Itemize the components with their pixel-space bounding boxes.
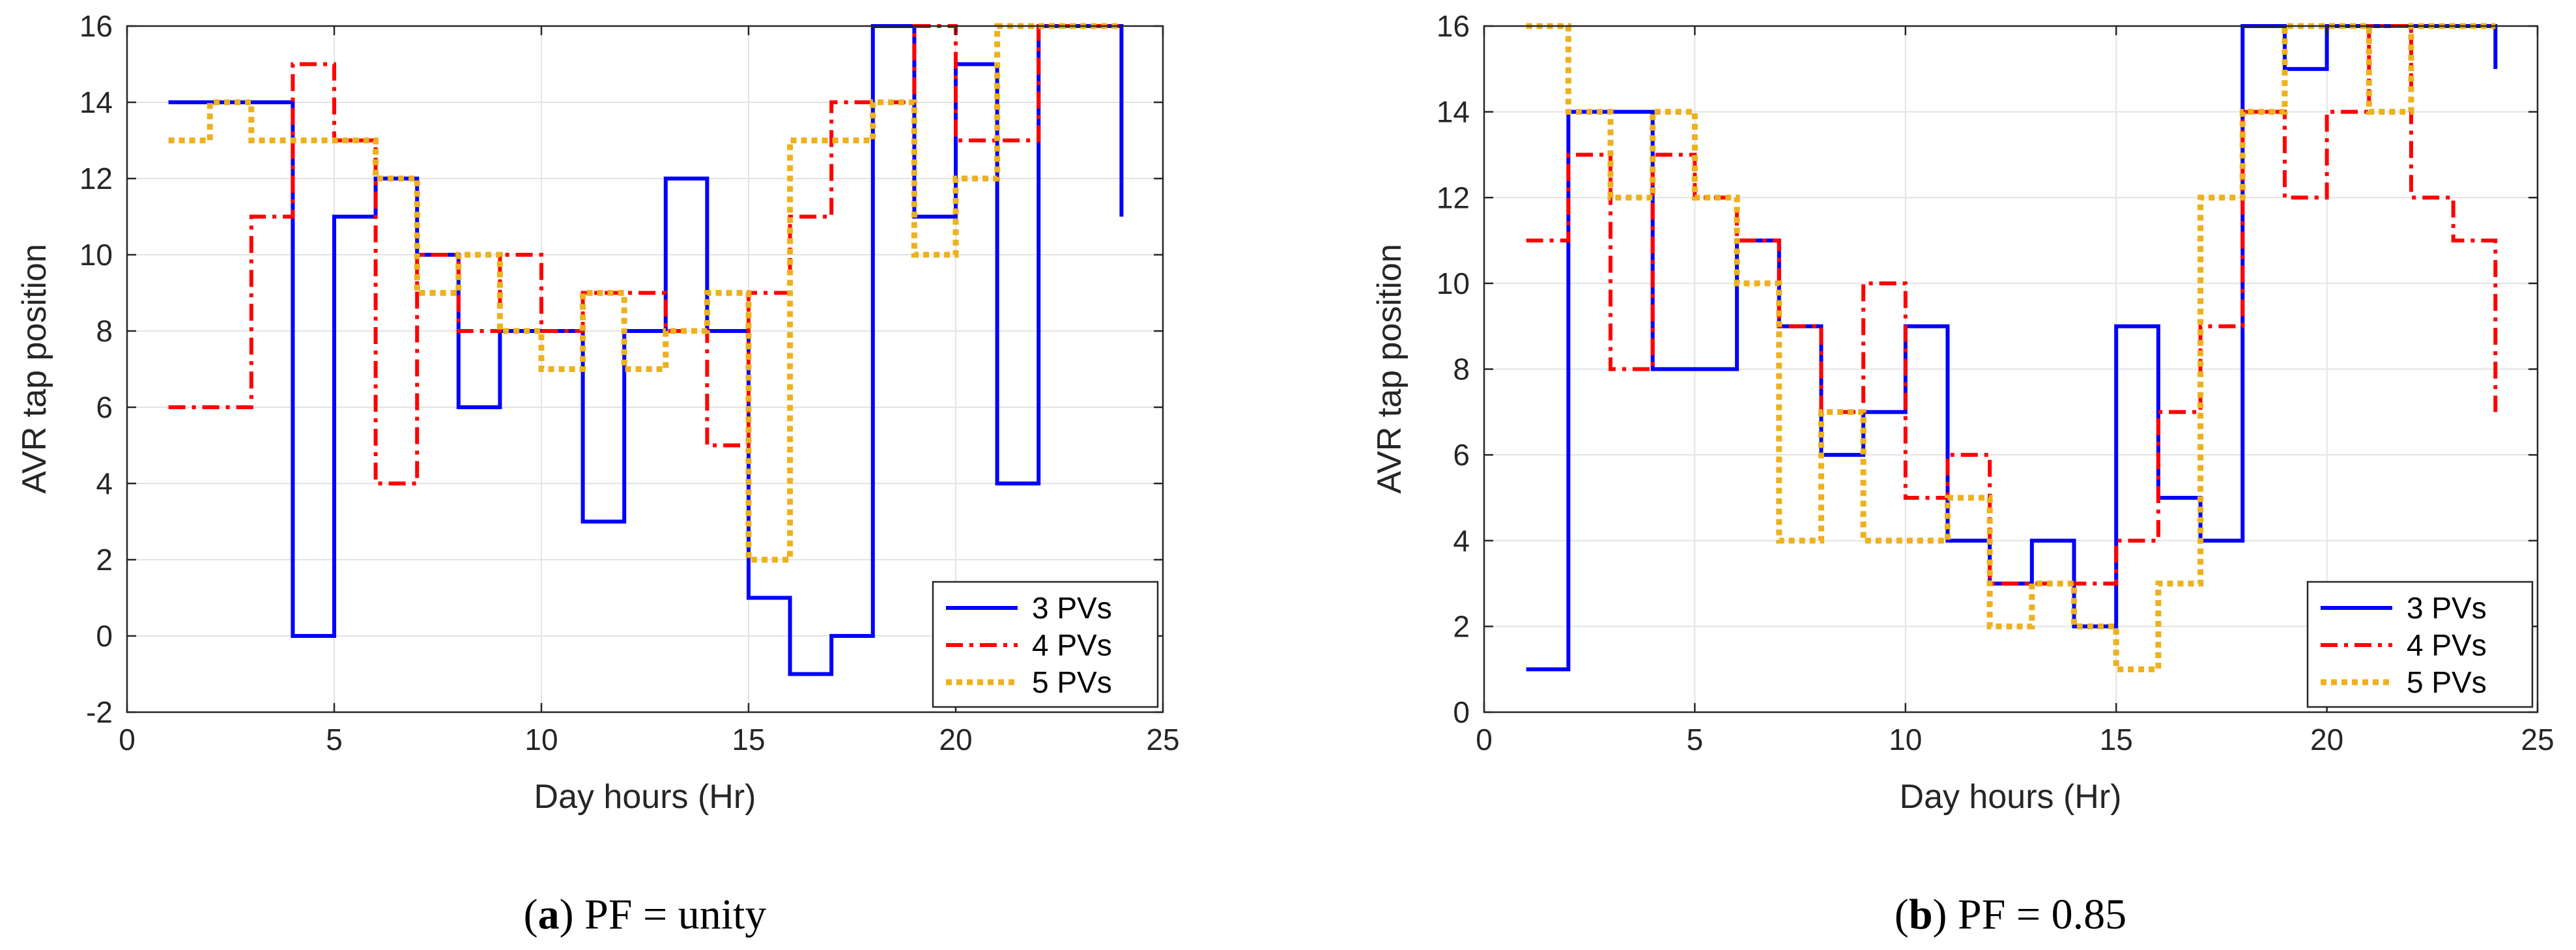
ticks-b: 0 5 10 15 20 25 0 2 4 6 8 10 12 14 16 bbox=[1437, 9, 2555, 756]
series-group-b bbox=[1526, 23, 2498, 672]
legend-label-a-1: 4 PVs bbox=[1032, 628, 1112, 662]
legend-label-a-2: 5 PVs bbox=[1032, 665, 1112, 699]
y-tick-label-b: 14 bbox=[1437, 95, 1470, 129]
x-tick-label-b: 20 bbox=[2310, 723, 2343, 756]
caption-text-a: PF = unity bbox=[584, 891, 766, 938]
y-tick-label-a: 4 bbox=[96, 467, 113, 500]
y-tick-label-a: 8 bbox=[96, 314, 113, 348]
y-axis-label-b: AVR tap position bbox=[1371, 244, 1409, 493]
series-line-b-5-pvs bbox=[1526, 23, 2496, 672]
caption-a: (a) PF = unity bbox=[524, 891, 767, 938]
y-tick-label-a: 6 bbox=[96, 390, 113, 424]
x-tick-label-b: 10 bbox=[1889, 723, 1922, 756]
legend-label-b-1: 4 PVs bbox=[2407, 628, 2487, 662]
series-line-a-5-pvs bbox=[168, 23, 1122, 563]
series-line-b-4-pvs bbox=[1526, 24, 2498, 586]
x-tick-label-b: 25 bbox=[2521, 723, 2554, 756]
y-tick-label-a: 2 bbox=[96, 543, 113, 577]
y-tick-label-a: 0 bbox=[96, 619, 113, 653]
y-tick-label-a: 10 bbox=[79, 238, 113, 272]
y-tick-label-a: 14 bbox=[79, 85, 113, 119]
chart-panel-b: 0 5 10 15 20 25 0 2 4 6 8 10 12 14 16 Day hours (Hr) A… bbox=[1371, 9, 2555, 938]
x-tick-label-a: 0 bbox=[119, 723, 136, 756]
y-tick-label-b: 2 bbox=[1453, 609, 1470, 643]
y-tick-label-b: 12 bbox=[1437, 180, 1470, 214]
caption-b: (b) PF = 0.85 bbox=[1895, 891, 2126, 938]
caption-text-b: PF = 0.85 bbox=[1958, 891, 2126, 938]
x-axis-label-b: Day hours (Hr) bbox=[1900, 778, 2122, 816]
y-tick-label-b: 0 bbox=[1453, 695, 1470, 729]
x-tick-label-a: 15 bbox=[732, 723, 765, 756]
x-tick-label-a: 5 bbox=[326, 723, 343, 756]
plot-frame-a bbox=[126, 25, 1164, 713]
y-tick-label-a: -2 bbox=[86, 695, 113, 729]
x-tick-label-b: 0 bbox=[1476, 723, 1493, 756]
x-axis-label-a: Day hours (Hr) bbox=[534, 778, 756, 816]
x-tick-label-a: 25 bbox=[1146, 723, 1179, 756]
y-tick-label-b: 10 bbox=[1437, 266, 1470, 300]
y-tick-label-b: 16 bbox=[1437, 9, 1470, 43]
x-tick-label-b: 5 bbox=[1687, 723, 1704, 756]
y-tick-label-a: 16 bbox=[79, 9, 113, 43]
x-tick-label-b: 15 bbox=[2100, 723, 2133, 756]
x-tick-label-a: 20 bbox=[939, 723, 972, 756]
y-tick-label-a: 12 bbox=[79, 162, 113, 195]
legend-label-b-2: 5 PVs bbox=[2407, 665, 2487, 699]
y-tick-label-b: 4 bbox=[1453, 524, 1470, 558]
legend-label-b-0: 3 PVs bbox=[2407, 591, 2487, 625]
y-axis-label-a: AVR tap position bbox=[16, 244, 53, 493]
y-tick-label-b: 6 bbox=[1453, 438, 1470, 472]
caption-letter-b: b bbox=[1909, 891, 1933, 938]
caption-letter-a: a bbox=[538, 891, 560, 938]
y-tick-label-b: 8 bbox=[1453, 353, 1470, 386]
x-tick-label-a: 10 bbox=[524, 723, 558, 756]
legend-label-a-0: 3 PVs bbox=[1032, 591, 1112, 625]
